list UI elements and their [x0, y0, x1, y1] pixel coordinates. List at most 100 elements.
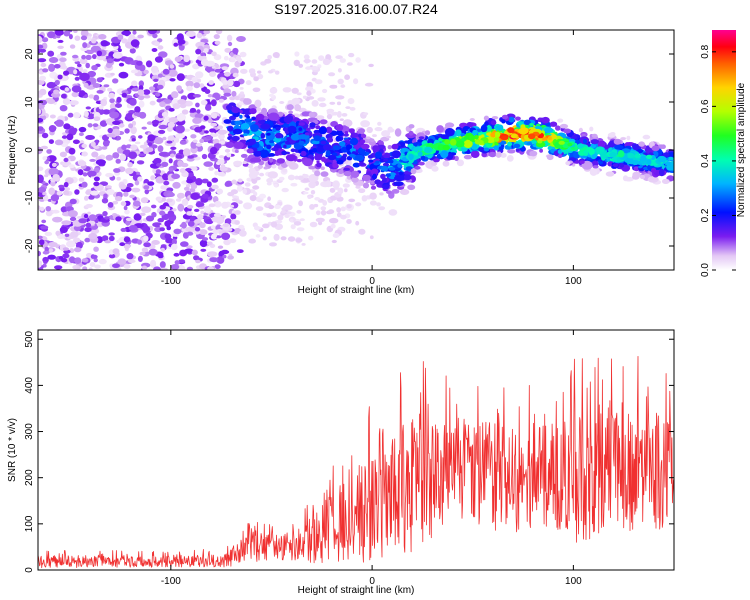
- noise-blob: [278, 176, 285, 181]
- spectral-blob: [354, 154, 365, 161]
- noise-blob: [232, 72, 239, 78]
- noise-blob: [88, 94, 95, 99]
- noise-blob: [138, 80, 144, 87]
- noise-blob: [38, 35, 43, 44]
- noise-blob: [80, 35, 88, 41]
- noise-blob: [39, 75, 46, 81]
- noise-blob: [242, 188, 248, 195]
- noise-blob: [270, 212, 277, 217]
- noise-blob: [346, 204, 352, 209]
- noise-blob: [117, 34, 124, 40]
- noise-blob: [192, 139, 198, 143]
- noise-blob: [69, 198, 77, 205]
- noise-blob: [123, 236, 131, 243]
- ridge-peak: [586, 147, 593, 152]
- noise-blob: [121, 144, 127, 151]
- noise-blob: [195, 178, 203, 186]
- noise-blob: [175, 125, 185, 134]
- noise-blob: [142, 225, 151, 233]
- noise-blob: [159, 227, 165, 232]
- noise-blob: [185, 168, 192, 172]
- ridge-peak: [500, 135, 509, 141]
- noise-blob: [229, 204, 235, 208]
- spectral-blob: [369, 192, 377, 200]
- noise-blob: [369, 235, 374, 240]
- spectral-blob: [276, 158, 285, 164]
- spectral-blob: [407, 184, 416, 191]
- noise-blob: [314, 79, 323, 85]
- noise-blob: [221, 201, 229, 209]
- spectrogram-y-axis-label: Frequency (Hz): [7, 116, 18, 185]
- spectral-blob: [483, 147, 490, 152]
- spectral-blob: [337, 131, 344, 136]
- noise-blob: [301, 243, 306, 246]
- snr-panel: -100 0 100 0 100 200 300 400 500 Height of stra…: [7, 329, 675, 596]
- noise-blob: [64, 233, 70, 237]
- noise-blob: [112, 263, 120, 269]
- spectral-blob: [645, 147, 650, 151]
- spectral-blob: [268, 153, 276, 157]
- noise-blob: [137, 239, 142, 245]
- noise-blob: [107, 202, 114, 208]
- noise-blob: [40, 225, 49, 230]
- noise-blob: [127, 162, 133, 168]
- noise-blob: [47, 99, 56, 105]
- noise-blob: [179, 140, 187, 145]
- spectral-blob: [315, 125, 321, 130]
- spectral-blob: [283, 144, 287, 149]
- noise-blob: [74, 76, 80, 81]
- noise-blob: [216, 188, 224, 195]
- noise-blob: [308, 235, 314, 241]
- noise-blob: [291, 87, 299, 94]
- spectral-blob: [243, 129, 250, 135]
- spectral-blob: [590, 139, 600, 145]
- noise-blob: [115, 158, 121, 164]
- noise-blob: [208, 166, 214, 171]
- spectral-blob: [254, 150, 262, 157]
- noise-blob: [123, 263, 131, 269]
- noise-blob: [196, 109, 201, 114]
- noise-blob: [78, 177, 85, 182]
- noise-blob: [130, 126, 137, 135]
- noise-blob: [318, 55, 325, 61]
- noise-blob: [189, 188, 196, 193]
- spectral-blob: [380, 173, 386, 180]
- noise-blob: [45, 206, 52, 212]
- spectral-blob: [248, 171, 258, 179]
- spectral-blob: [335, 124, 344, 131]
- spectral-blob: [578, 127, 584, 133]
- noise-blob: [81, 258, 89, 263]
- spectral-blob: [294, 104, 301, 112]
- noise-blob: [290, 224, 296, 230]
- spectral-blob: [242, 133, 249, 137]
- spectral-blob: [223, 88, 232, 95]
- noise-blob: [203, 30, 211, 35]
- noise-blob: [223, 55, 229, 61]
- noise-blob: [330, 223, 336, 229]
- noise-blob: [89, 262, 96, 267]
- spectral-blob: [343, 133, 349, 137]
- noise-blob: [184, 100, 193, 107]
- noise-blob: [227, 255, 235, 260]
- noise-blob: [216, 256, 225, 264]
- spectral-blob: [245, 80, 252, 86]
- spectral-blob: [300, 150, 307, 157]
- noise-blob: [47, 254, 56, 260]
- noise-blob: [38, 126, 44, 131]
- noise-blob: [306, 90, 312, 96]
- noise-blob: [69, 44, 76, 49]
- noise-blob: [309, 221, 318, 228]
- noise-blob: [179, 168, 186, 174]
- noise-blob: [38, 79, 45, 85]
- noise-blob: [38, 186, 47, 193]
- noise-blob: [57, 45, 64, 49]
- snr-y-tick-label: 400: [24, 377, 35, 394]
- spectral-blob: [226, 104, 233, 111]
- spectral-blob: [605, 171, 615, 177]
- noise-blob: [176, 73, 185, 81]
- noise-blob: [211, 225, 216, 230]
- spectral-blob: [338, 169, 344, 174]
- noise-blob: [119, 153, 127, 161]
- noise-blob: [212, 229, 219, 235]
- noise-blob: [145, 215, 155, 222]
